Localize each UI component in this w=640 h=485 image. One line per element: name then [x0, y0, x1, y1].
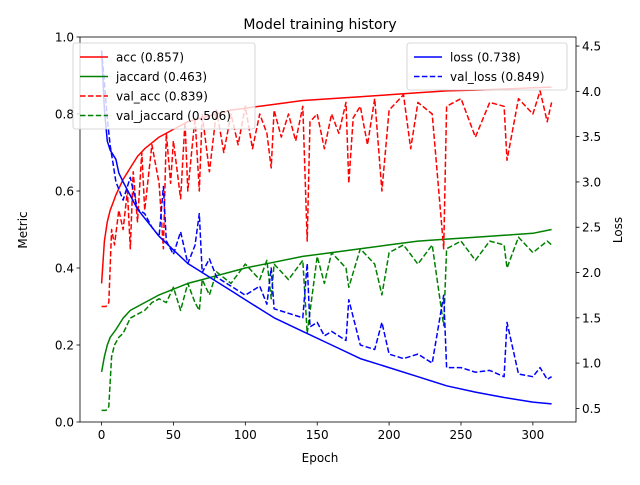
legend-left-entry-2: jaccard (0.463) — [115, 70, 207, 84]
y-tick-label-left-4: 0.6 — [55, 185, 74, 199]
y-tick-label-right-7: 3.5 — [582, 130, 601, 144]
legend-right-entry-1: loss (0.738) — [450, 51, 521, 65]
y-axis-label-left: Metric — [16, 211, 30, 248]
series-group — [100, 50, 553, 412]
x-tick-label-7: 300 — [521, 428, 544, 442]
legend-right-frame — [406, 42, 568, 91]
y-tick-label-right-2: 1.0 — [582, 357, 601, 371]
legend-left-entry-4: val_jaccard (0.506) — [116, 109, 231, 123]
legend-left-entry-1: acc (0.857) — [116, 51, 184, 65]
x-tick-label-2: 50 — [166, 428, 181, 442]
x-axis-label: Epoch — [302, 451, 339, 465]
y-tick-label-right-6: 3.0 — [582, 175, 601, 189]
legend-right: loss (0.738) val_loss (0.849) — [406, 42, 568, 91]
legend-left: acc (0.857) jaccard (0.463) val_acc (0.839… — [72, 42, 256, 130]
y-tick-label-right-3: 1.5 — [582, 311, 601, 325]
series-line-3 — [101, 90, 553, 308]
chart-title: Model training history — [243, 17, 396, 33]
y-axis-label-right: Loss — [611, 217, 625, 243]
y-tick-label-right-8: 4.0 — [582, 85, 601, 99]
y-tick-label-right-5: 2.5 — [582, 221, 601, 235]
x-tick-label-3: 100 — [234, 428, 257, 442]
y-tick-label-left-2: 0.2 — [55, 339, 74, 353]
axes-layer: 0 50 100 150 200 250 300 0.0 0.2 0.4 0.6 0.8 1.0 0.5 1… — [55, 31, 601, 443]
plot-area — [100, 50, 553, 412]
axes-frame — [79, 36, 577, 423]
y-tick-label-left-1: 0.0 — [55, 416, 74, 430]
y-tick-label-right-4: 2.0 — [582, 266, 601, 280]
legend-left-entry-3: val_acc (0.839) — [116, 90, 208, 104]
x-tick-label-6: 250 — [450, 428, 473, 442]
series-line-5 — [100, 50, 552, 405]
series-line-4 — [101, 236, 553, 412]
x-tick-label-4: 150 — [306, 428, 329, 442]
legend-left-frame — [72, 42, 256, 130]
y-tick-label-left-6: 1.0 — [55, 31, 74, 45]
y-tick-label-left-3: 0.4 — [55, 262, 74, 276]
series-line-6 — [100, 50, 552, 381]
x-tick-label-5: 200 — [378, 428, 401, 442]
x-tick-label-1: 0 — [98, 428, 106, 442]
y-tick-label-right-9: 4.5 — [582, 40, 601, 54]
y-tick-label-left-5: 0.8 — [55, 108, 74, 122]
y-tick-label-right-1: 0.5 — [582, 402, 601, 416]
legend-right-entry-2: val_loss (0.849) — [450, 70, 545, 84]
